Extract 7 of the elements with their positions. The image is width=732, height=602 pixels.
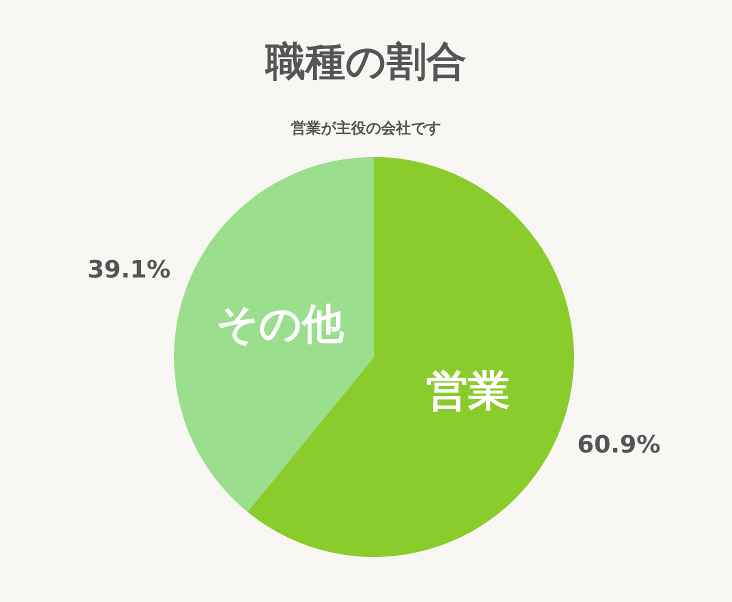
- chart-title: 職種の割合: [264, 39, 466, 85]
- slice-label: 営業: [426, 366, 510, 416]
- data-label: 39.1%: [87, 256, 171, 284]
- data-label: 60.9%: [577, 430, 661, 458]
- chart-subtitle: 営業が主役の会社です: [291, 119, 441, 137]
- slice-label: その他: [216, 298, 345, 348]
- pie-slice: [174, 157, 374, 512]
